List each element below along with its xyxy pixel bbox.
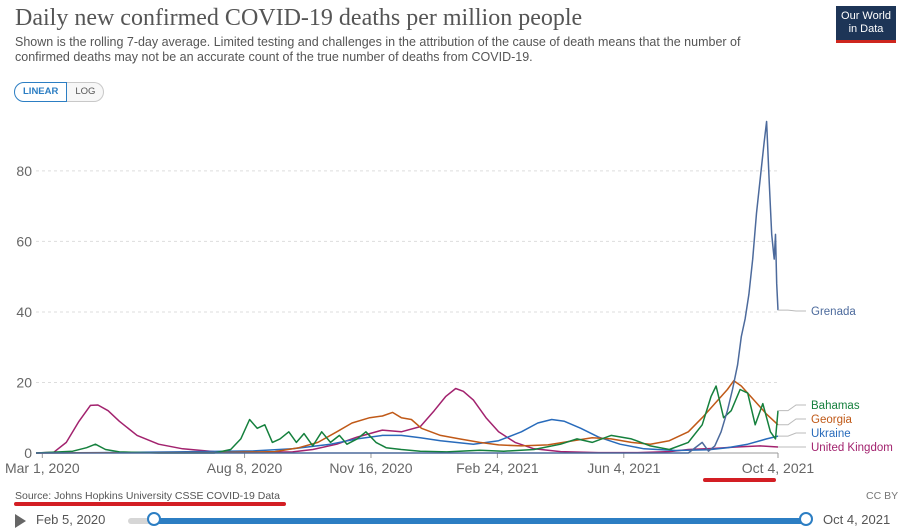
series-label-united-kingdom: United Kingdom [811,442,893,454]
series-label-grenada: Grenada [811,306,856,318]
series-line-bahamas [35,385,779,454]
logo-line-2: in Data [848,23,884,35]
x-tick-label: Mar 1, 2020 [5,460,80,476]
timeline-start-label: Feb 5, 2020 [36,512,106,527]
chart-title: Daily new confirmed COVID-19 deaths per … [15,5,583,31]
linear-scale-button[interactable]: LINEAR [14,82,68,102]
timeline-end-handle[interactable] [799,512,813,526]
series-lines [35,120,779,454]
label-connector [778,404,806,412]
y-tick-label: 20 [16,374,32,390]
timeline-selected-range[interactable] [154,518,806,524]
label-connector [778,432,806,437]
series-labels[interactable]: United Kingdom Ukraine Georgia Bahamas Grena… [778,306,893,454]
scale-toggle: LINEAR LOG [14,82,105,102]
series-line-united-kingdom [35,387,779,454]
x-tick-label: Oct 4, 2021 [742,460,815,476]
y-tick-label: 80 [16,163,32,179]
log-scale-button[interactable]: LOG [67,82,105,102]
x-tick-label: Feb 24, 2021 [456,460,539,476]
x-tick-label: Aug 8, 2020 [207,460,283,476]
timeline-start-handle[interactable] [147,512,161,526]
owid-logo[interactable]: Our World in Data [836,6,896,43]
x-axis: Mar 1, 2020 Aug 8, 2020 Nov 16, 2020 Feb 24… [5,453,814,476]
series-line-grenada [36,120,779,454]
red-underline-source [14,502,286,506]
y-axis-ticks: 0 20 40 60 80 [16,163,32,461]
y-tick-label: 0 [24,445,32,461]
series-label-ukraine: Ukraine [811,428,851,440]
license-label[interactable]: CC BY [866,490,899,502]
gridlines [36,170,778,454]
red-underline-end-date [703,478,776,482]
x-tick-label: Nov 16, 2020 [329,460,412,476]
series-label-georgia: Georgia [811,414,853,426]
y-tick-label: 40 [16,304,32,320]
series-line-ukraine [35,418,779,454]
label-connector [778,309,806,312]
series-line-georgia [35,379,779,454]
label-connector [778,418,806,426]
x-tick-label: Jun 4, 2021 [587,460,660,476]
source-link[interactable]: Source: Johns Hopkins University CSSE CO… [15,490,280,502]
chart-subtitle: Shown is the rolling 7-day average. Limi… [15,35,741,64]
series-label-bahamas: Bahamas [811,400,860,412]
y-tick-label: 60 [16,233,32,249]
timeline: Feb 5, 2020 Oct 4, 2021 [0,508,905,532]
logo-line-1: Our World [841,10,891,22]
timeline-end-label: Oct 4, 2021 [823,512,891,527]
play-icon[interactable] [15,514,26,528]
